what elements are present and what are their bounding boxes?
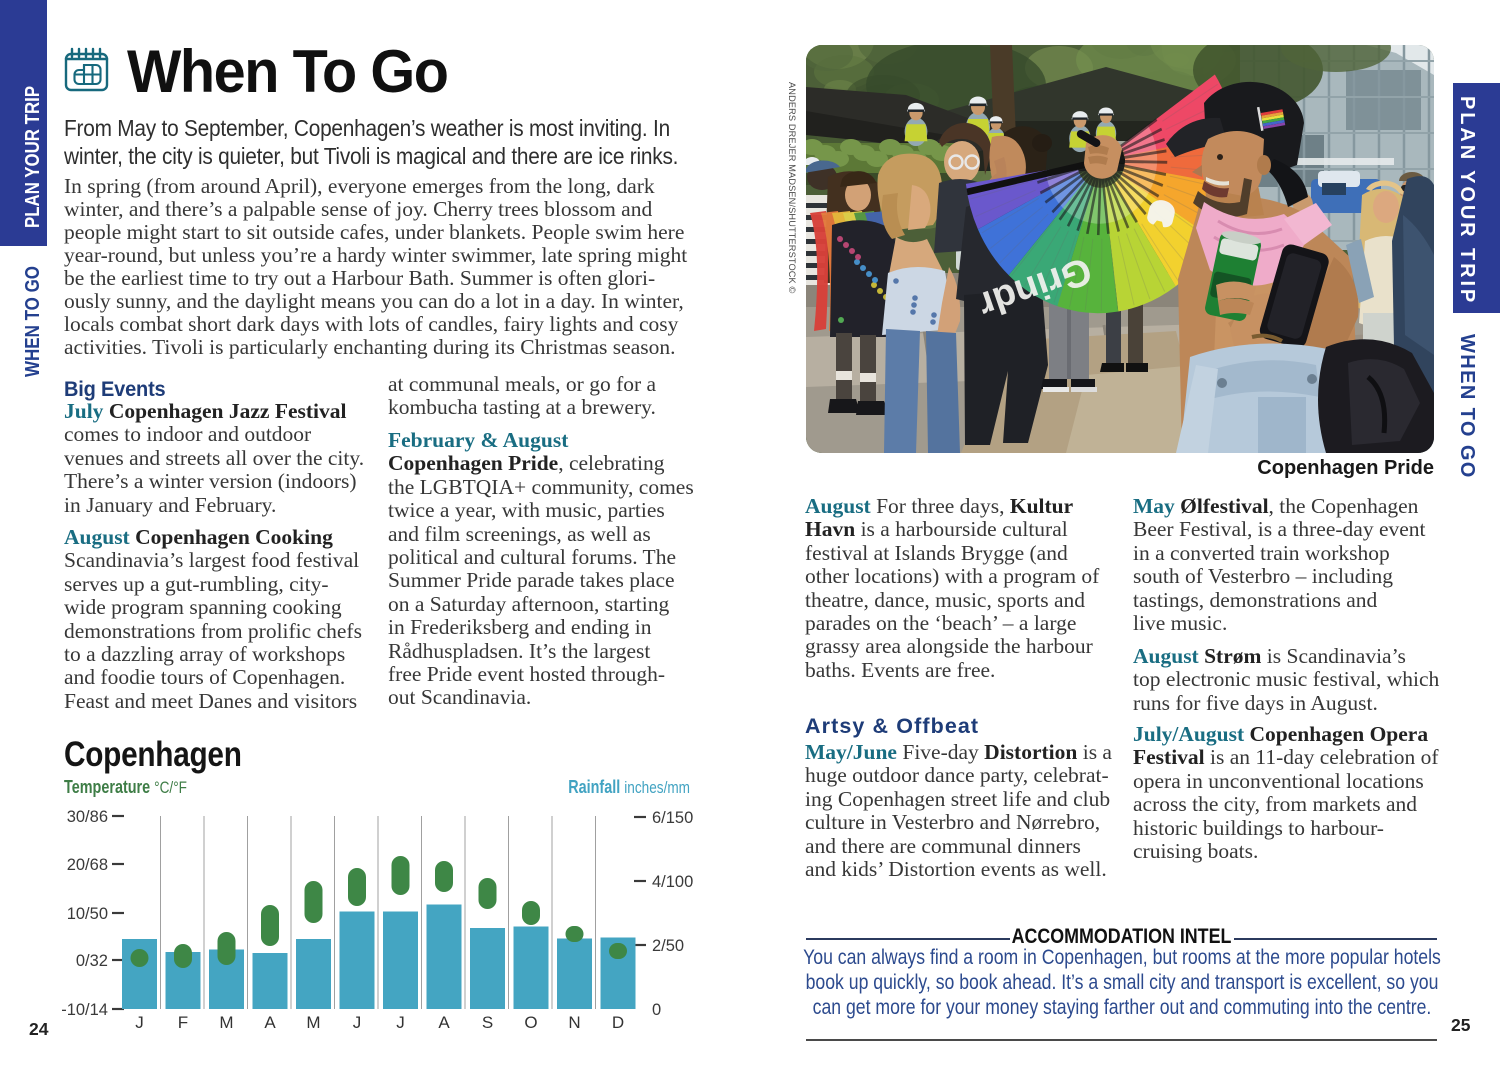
svg-text:J: J <box>135 1013 144 1032</box>
svg-text:30/86: 30/86 <box>67 808 108 826</box>
svg-text:6/150: 6/150 <box>652 809 693 827</box>
svg-text:A: A <box>438 1013 450 1032</box>
svg-text:M: M <box>219 1013 233 1032</box>
svg-text:2/50: 2/50 <box>652 937 684 955</box>
svg-text:0/32: 0/32 <box>76 952 108 970</box>
svg-text:F: F <box>178 1013 188 1032</box>
svg-text:4/100: 4/100 <box>652 873 693 891</box>
svg-text:10/50: 10/50 <box>67 905 108 923</box>
svg-text:A: A <box>264 1013 276 1032</box>
svg-text:N: N <box>568 1013 580 1032</box>
svg-text:J: J <box>353 1013 362 1032</box>
svg-text:O: O <box>524 1013 537 1032</box>
svg-text:20/68: 20/68 <box>67 856 108 874</box>
svg-text:J: J <box>396 1013 405 1032</box>
svg-text:M: M <box>306 1013 320 1032</box>
svg-text:S: S <box>482 1013 493 1032</box>
svg-text:D: D <box>612 1013 624 1032</box>
svg-text:0: 0 <box>652 1001 661 1019</box>
svg-text:-10/14: -10/14 <box>61 1001 108 1019</box>
